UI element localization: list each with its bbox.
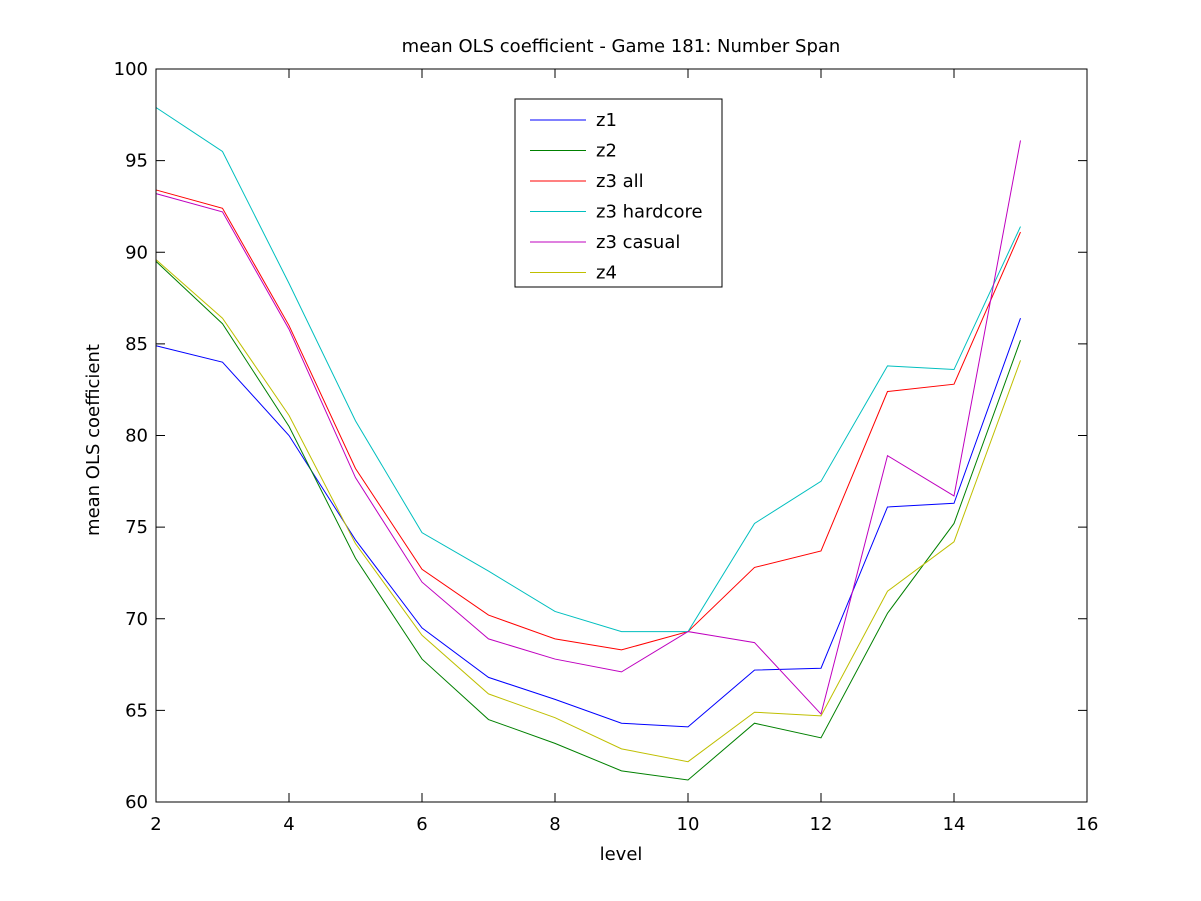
x-tick-label: 2 [150, 814, 161, 835]
y-tick-label: 75 [125, 517, 148, 538]
series-line-z1 [155, 318, 1021, 728]
legend-label: z3 hardcore [596, 202, 703, 223]
legend-label: z4 [596, 263, 617, 284]
y-tick-label: 60 [125, 792, 148, 813]
legend-label: z2 [596, 141, 617, 162]
series-line-z4 [155, 259, 1021, 763]
y-tick-label: 70 [125, 609, 148, 630]
series-line-z3-casual [155, 140, 1021, 716]
y-tick-label: 95 [125, 151, 148, 172]
y-tick-label: 90 [125, 242, 148, 263]
legend-label: z3 all [596, 171, 644, 192]
y-tick-label: 65 [125, 700, 148, 721]
legend: z1 z2 z3 all z3 hardcore z3 casual z4 [514, 98, 723, 288]
series-line-z3-hardcore [155, 107, 1021, 633]
legend-label: z1 [596, 110, 617, 131]
series-line-z2 [155, 261, 1021, 781]
y-tick-label: 100 [114, 59, 148, 80]
y-tick-label: 85 [125, 334, 148, 355]
chart-title: mean OLS coefficient - Game 181: Number … [402, 36, 841, 57]
x-tick-label: 8 [549, 814, 560, 835]
x-tick-label: 4 [283, 814, 294, 835]
legend-label: z3 casual [596, 232, 680, 253]
x-tick-label: 16 [1076, 814, 1099, 835]
y-tick-label: 80 [125, 426, 148, 447]
x-tick-label: 10 [677, 814, 700, 835]
axes: 2 4 6 8 10 12 14 16 60 65 70 75 80 85 90 95 100 [114, 59, 1099, 835]
x-axis-title: level [600, 844, 643, 865]
series-line-z3-all [155, 189, 1021, 651]
legend-box [514, 98, 723, 288]
x-tick-label: 12 [810, 814, 833, 835]
y-axis-title: mean OLS coefficient [83, 344, 104, 536]
x-tick-label: 6 [416, 814, 427, 835]
series-lines [155, 107, 1021, 781]
x-tick-label: 14 [943, 814, 966, 835]
